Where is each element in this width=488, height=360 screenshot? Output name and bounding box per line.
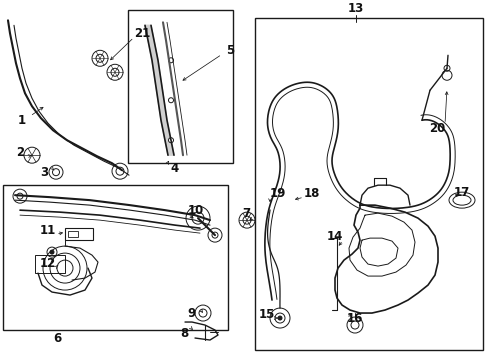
Text: 13: 13 — [347, 2, 364, 15]
Circle shape — [168, 58, 173, 63]
Text: 2: 2 — [16, 146, 24, 159]
Text: 6: 6 — [53, 332, 61, 345]
Bar — [3, 185, 227, 330]
Text: 12: 12 — [40, 257, 56, 270]
Text: 19: 19 — [269, 186, 285, 200]
Bar — [35, 255, 65, 273]
Circle shape — [168, 98, 173, 103]
Circle shape — [278, 316, 282, 320]
Circle shape — [168, 138, 173, 143]
Text: 7: 7 — [242, 207, 249, 220]
Bar — [65, 228, 93, 240]
Text: 9: 9 — [187, 307, 196, 320]
Text: 11: 11 — [40, 224, 56, 237]
Circle shape — [50, 250, 54, 254]
Text: 4: 4 — [170, 162, 179, 175]
Text: 16: 16 — [346, 311, 363, 324]
Text: 17: 17 — [453, 186, 469, 199]
Polygon shape — [145, 25, 174, 155]
Text: 20: 20 — [428, 122, 444, 135]
Text: 10: 10 — [187, 204, 203, 217]
Text: 18: 18 — [303, 186, 320, 200]
Text: 5: 5 — [225, 44, 234, 57]
Text: 3: 3 — [40, 166, 48, 179]
Text: 21: 21 — [134, 27, 150, 40]
Bar — [128, 10, 232, 163]
Text: 14: 14 — [326, 230, 343, 243]
Text: 8: 8 — [180, 327, 188, 339]
Text: 1: 1 — [18, 114, 26, 127]
Bar — [68, 231, 78, 237]
Text: 15: 15 — [258, 307, 275, 320]
Bar — [254, 18, 482, 350]
